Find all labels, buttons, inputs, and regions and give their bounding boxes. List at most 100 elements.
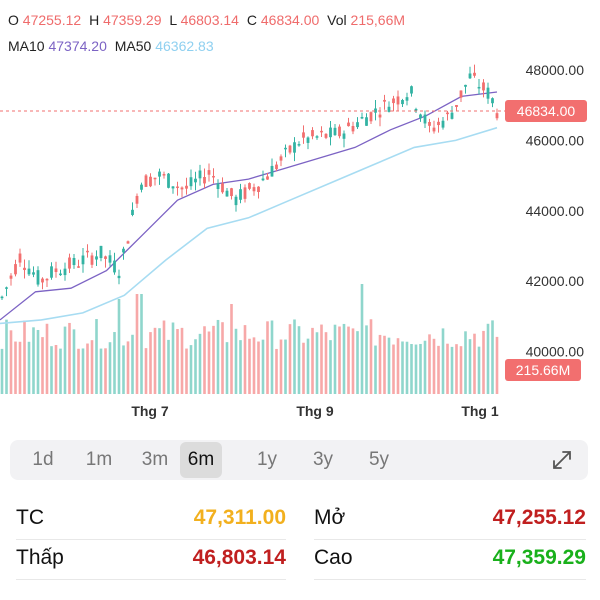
candlestick-chart[interactable]: 48000.00 46000.00 44000.00 42000.00 40000.00… bbox=[0, 62, 600, 442]
volume-bar bbox=[459, 346, 463, 394]
volume-bar bbox=[122, 345, 125, 394]
candle-body bbox=[279, 156, 283, 161]
volume-bar bbox=[144, 348, 148, 394]
x-tick-label: Thg 7 bbox=[131, 403, 169, 419]
candle-body bbox=[315, 136, 319, 138]
divider bbox=[16, 579, 286, 580]
candle-body bbox=[360, 116, 364, 119]
period-3y[interactable]: 3y bbox=[312, 449, 334, 470]
volume-bar bbox=[450, 346, 454, 394]
volume-bar bbox=[77, 348, 80, 394]
volume-bar bbox=[383, 335, 386, 394]
y-tick-label: 48000.00 bbox=[526, 62, 585, 78]
candle-body bbox=[275, 164, 278, 170]
volume-bar bbox=[243, 325, 247, 394]
volume-bar bbox=[41, 337, 44, 394]
volume-bar bbox=[167, 339, 170, 394]
candle-body bbox=[482, 82, 485, 91]
volume-bar bbox=[9, 330, 13, 394]
volume-bar bbox=[342, 323, 346, 394]
candle-body bbox=[131, 209, 134, 215]
candle-body bbox=[99, 245, 103, 259]
divider bbox=[314, 539, 586, 540]
ma10-value: 47374.20 bbox=[48, 38, 107, 54]
volume-bar bbox=[338, 326, 341, 394]
low-stat-value: 46,803.14 bbox=[192, 546, 286, 569]
high-label: H bbox=[89, 12, 100, 28]
candle-body bbox=[117, 275, 121, 279]
volume-bar bbox=[158, 328, 161, 394]
candle-body bbox=[167, 173, 170, 188]
volume-bar bbox=[72, 329, 76, 394]
volume-bar bbox=[113, 332, 116, 394]
candle-body bbox=[225, 190, 229, 197]
volume-bar bbox=[225, 342, 229, 394]
candle-body bbox=[234, 196, 238, 206]
candle-body bbox=[446, 112, 449, 115]
volume-bar bbox=[405, 341, 409, 394]
candle-body bbox=[81, 255, 85, 265]
candle-body bbox=[5, 287, 8, 289]
y-tick-label: 46000.00 bbox=[526, 132, 585, 148]
ohlc-readout: O 47255.12 H 47359.29 L 46803.14 C 46834… bbox=[8, 12, 405, 28]
candle-body bbox=[198, 170, 202, 179]
last-volume-label: 215.66M bbox=[516, 362, 570, 378]
period-5y[interactable]: 5y bbox=[368, 449, 390, 470]
stat-low: Thấp 46,803.14 bbox=[16, 538, 286, 580]
volume-bar bbox=[414, 344, 418, 394]
candle-body bbox=[257, 186, 260, 193]
candle-body bbox=[459, 90, 463, 98]
volume-bar bbox=[221, 322, 224, 394]
candle-body bbox=[455, 104, 458, 107]
candle-body bbox=[72, 257, 76, 266]
candle-body bbox=[50, 266, 53, 278]
period-3m[interactable]: 3m bbox=[141, 449, 169, 470]
divider bbox=[314, 579, 586, 580]
volume-bar bbox=[333, 324, 337, 394]
candle-body bbox=[266, 176, 269, 180]
volume-bar bbox=[54, 344, 58, 394]
volume-bar bbox=[356, 331, 359, 394]
close-value: 46834.00 bbox=[260, 12, 320, 28]
expand-icon[interactable] bbox=[550, 448, 574, 472]
volume-bar bbox=[441, 328, 445, 394]
low-label: L bbox=[169, 12, 177, 28]
volume-bar bbox=[126, 341, 130, 394]
period-1m[interactable]: 1m bbox=[85, 449, 113, 470]
high-value: 47359.29 bbox=[103, 12, 162, 28]
candle-body bbox=[95, 256, 98, 260]
candle-body bbox=[329, 127, 332, 138]
volume-bar bbox=[171, 322, 175, 394]
volume-bar bbox=[495, 336, 499, 394]
volume-bar bbox=[477, 346, 481, 394]
volume-bar bbox=[50, 346, 53, 394]
candle-body bbox=[374, 108, 377, 113]
candle-body bbox=[135, 195, 139, 204]
period-1y[interactable]: 1y bbox=[256, 449, 278, 470]
volume-bar bbox=[270, 320, 274, 394]
volume-label: Vol bbox=[327, 12, 347, 28]
volume-bar bbox=[392, 344, 395, 394]
candle-body bbox=[77, 266, 80, 268]
candle-body bbox=[248, 183, 251, 189]
volume-bar bbox=[311, 327, 314, 394]
volume-bar bbox=[329, 340, 332, 394]
period-6m[interactable]: 6m bbox=[180, 442, 222, 478]
volume-bar bbox=[324, 332, 328, 394]
volume-bar bbox=[5, 319, 8, 394]
candle-body bbox=[9, 275, 13, 279]
candle-body bbox=[158, 171, 161, 177]
candle-body bbox=[351, 126, 355, 132]
candle-body bbox=[270, 165, 274, 177]
divider bbox=[16, 539, 286, 540]
period-1d[interactable]: 1d bbox=[32, 449, 54, 470]
volume-bar bbox=[360, 284, 364, 394]
volume-bar bbox=[59, 348, 62, 394]
volume-bar bbox=[117, 299, 121, 394]
ma50-label: MA50 bbox=[114, 38, 152, 54]
candle-body bbox=[365, 117, 368, 126]
candle-body bbox=[464, 84, 467, 87]
volume-bar bbox=[0, 348, 4, 394]
volume-bar bbox=[284, 339, 287, 394]
volume-value: 215,66M bbox=[350, 12, 406, 28]
